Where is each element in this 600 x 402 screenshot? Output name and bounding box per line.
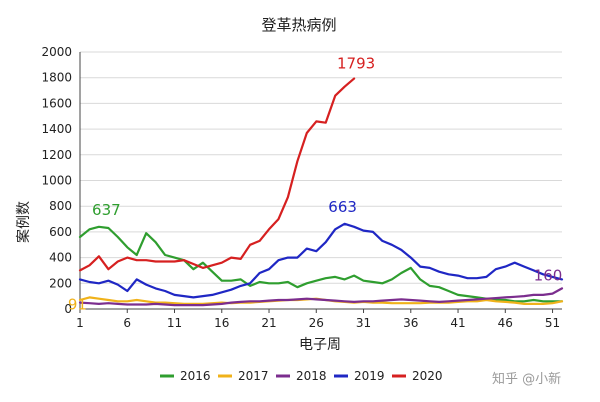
y-axis-ticks: 0 200 400 600 800 1000 1200 1400 1600 1800 2000 bbox=[41, 45, 72, 316]
y-tick-label: 2000 bbox=[41, 45, 72, 59]
x-tick-label: 51 bbox=[545, 316, 560, 330]
x-tick-label: 46 bbox=[498, 316, 513, 330]
y-tick-label: 800 bbox=[49, 199, 72, 213]
y-tick-label: 1400 bbox=[41, 122, 72, 136]
annotation-label-2018: 160 bbox=[534, 266, 563, 284]
y-axis-label: 案例数 bbox=[15, 201, 32, 243]
annotation-label-2017: 91 bbox=[68, 295, 87, 313]
series-line-2016 bbox=[78, 225, 564, 303]
legend: 2016 2017 2018 2019 2020 bbox=[160, 369, 443, 383]
y-tick-label: 400 bbox=[49, 251, 72, 265]
y-tick-label: 0 bbox=[64, 302, 72, 316]
y-tick-label: 1800 bbox=[41, 71, 72, 85]
legend-label-2017: 2017 bbox=[238, 369, 269, 383]
x-tick-label: 1 bbox=[76, 316, 84, 330]
y-tick-label: 1600 bbox=[41, 96, 72, 110]
legend-label-2019: 2019 bbox=[354, 369, 385, 383]
x-tick-label: 31 bbox=[356, 316, 371, 330]
gridlines bbox=[79, 51, 562, 310]
chart-title: 登革热病例 bbox=[261, 16, 336, 34]
annotation-label-2016: 637 bbox=[92, 201, 121, 219]
annotation-label-2020: 1793 bbox=[337, 55, 375, 73]
annotation-label-2019: 663 bbox=[328, 198, 357, 216]
series-line-2019 bbox=[78, 222, 564, 299]
y-tick-label: 1000 bbox=[41, 174, 72, 188]
x-tick-label: 36 bbox=[403, 316, 418, 330]
watermark: 知乎 @小新 bbox=[492, 371, 561, 387]
y-tick-label: 600 bbox=[49, 225, 72, 239]
x-tick-label: 6 bbox=[123, 316, 131, 330]
legend-label-2020: 2020 bbox=[412, 369, 443, 383]
x-tick-label: 26 bbox=[309, 316, 324, 330]
x-tick-label: 16 bbox=[214, 316, 229, 330]
legend-label-2018: 2018 bbox=[296, 369, 327, 383]
x-tick-label: 11 bbox=[167, 316, 182, 330]
x-tick-label: 21 bbox=[261, 316, 276, 330]
series-lines bbox=[78, 77, 564, 307]
x-tick-label: 41 bbox=[450, 316, 465, 330]
y-tick-label: 200 bbox=[49, 276, 72, 290]
x-axis-ticks: 1 6 11 16 21 26 31 36 41 46 51 bbox=[76, 309, 560, 330]
annotations: 637 91 663 1793 160 bbox=[68, 55, 562, 314]
x-axis-label: 电子周 bbox=[299, 337, 341, 353]
series-line-2020 bbox=[78, 77, 356, 272]
legend-label-2016: 2016 bbox=[180, 369, 211, 383]
series-line-2018 bbox=[78, 287, 564, 307]
y-tick-label: 1200 bbox=[41, 148, 72, 162]
